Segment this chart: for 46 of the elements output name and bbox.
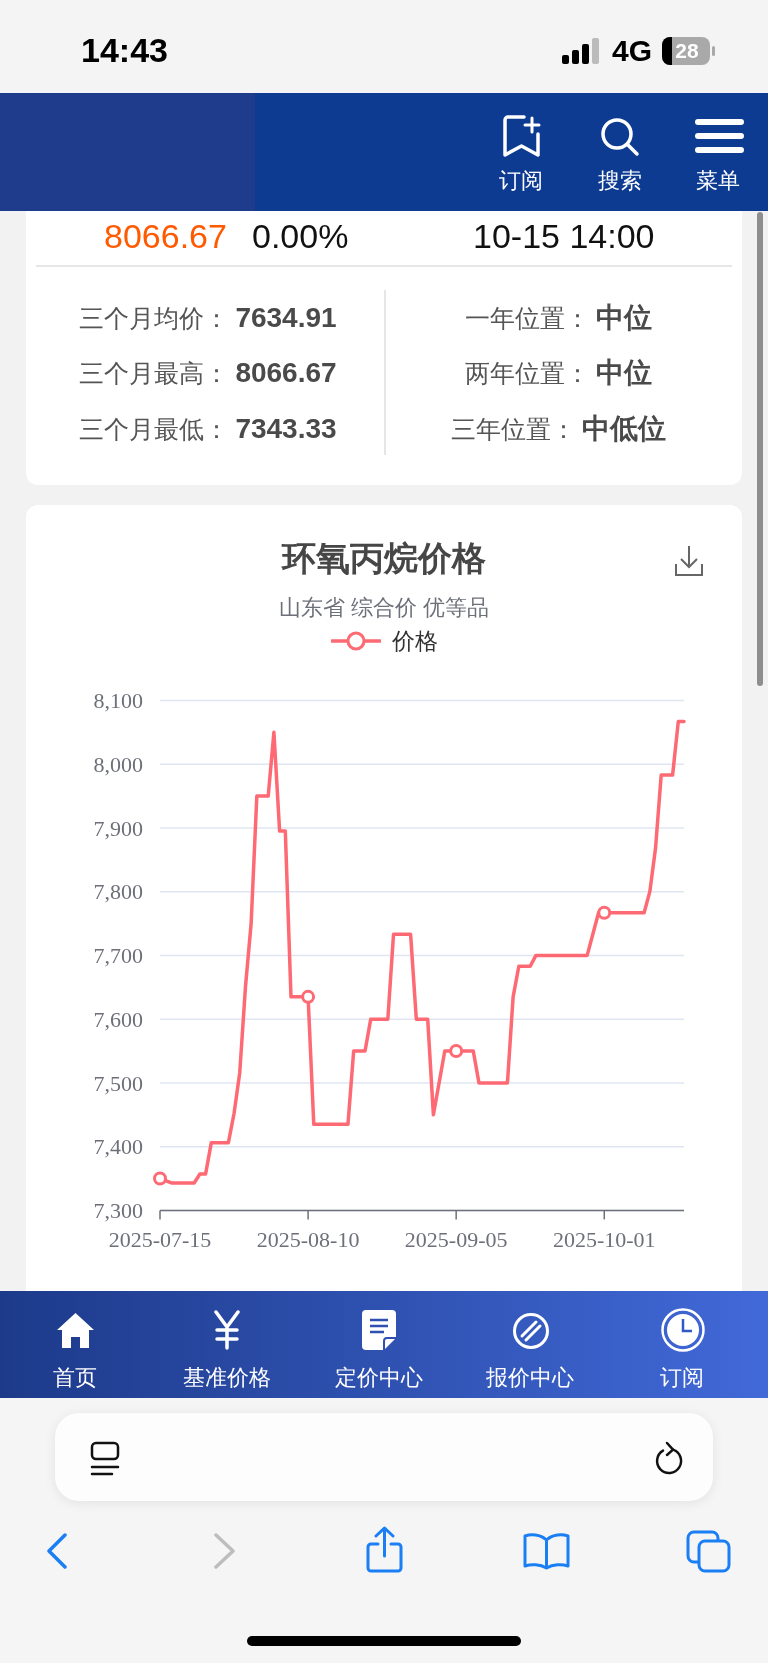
text: 7634.91: [235, 301, 337, 335]
y-tick-label: 7,800: [93, 879, 143, 905]
text: 8066.67: [235, 356, 337, 390]
text: 28: [675, 38, 699, 64]
text: 报价中心: [486, 1365, 574, 1391]
text: 三个月最低：: [79, 414, 230, 444]
y-tick-label: 7,500: [93, 1070, 143, 1096]
text: 首页: [53, 1365, 97, 1391]
x-tick-label: 2025-09-05: [404, 1227, 508, 1253]
text: 0.00%: [252, 217, 349, 257]
text: 10-15 14:00: [473, 217, 655, 257]
text: 订阅: [499, 168, 543, 194]
point: [449, 1044, 464, 1059]
chart-subtitle: 山东省 综合价 优等品: [278, 594, 490, 622]
y-tick-label: 8,000: [93, 751, 143, 777]
text: 三个月最高：: [79, 358, 230, 388]
text: 8066.67: [104, 217, 227, 257]
text: 一年位置：: [464, 303, 590, 333]
x-tick-label: 2025-07-15: [108, 1227, 212, 1253]
text: 定价中心: [335, 1365, 423, 1391]
y-tick-label: 7,700: [93, 943, 143, 969]
text: 两年位置：: [464, 358, 590, 388]
chart-title: 环氧丙烷价格: [282, 537, 486, 579]
y-tick-label: 7,900: [93, 815, 143, 841]
point: [301, 989, 316, 1004]
x-tick-label: 2025-08-10: [256, 1227, 360, 1253]
text: 三年位置：: [450, 414, 576, 444]
y-tick-label: 7,600: [93, 1006, 143, 1032]
point: [153, 1171, 167, 1186]
text: 搜索: [598, 168, 642, 194]
text: 三个月均价：: [79, 303, 230, 333]
y-tick-label: 8,100: [93, 688, 143, 714]
point: [597, 905, 612, 920]
text: 4G: [612, 33, 653, 69]
y-tick-label: 7,300: [93, 1198, 143, 1224]
text: 中位: [595, 301, 652, 335]
text: 订阅: [660, 1365, 704, 1391]
text: 中低位: [581, 412, 666, 446]
text: 14:43: [81, 31, 168, 71]
text: 7343.33: [235, 412, 337, 446]
x-tick-label: 2025-10-01: [552, 1227, 656, 1253]
text: 中位: [595, 356, 652, 390]
legend-label: 价格: [391, 626, 438, 656]
text: 菜单: [696, 168, 740, 194]
text: 基准价格: [183, 1365, 271, 1391]
y-tick-label: 7,400: [93, 1134, 143, 1160]
